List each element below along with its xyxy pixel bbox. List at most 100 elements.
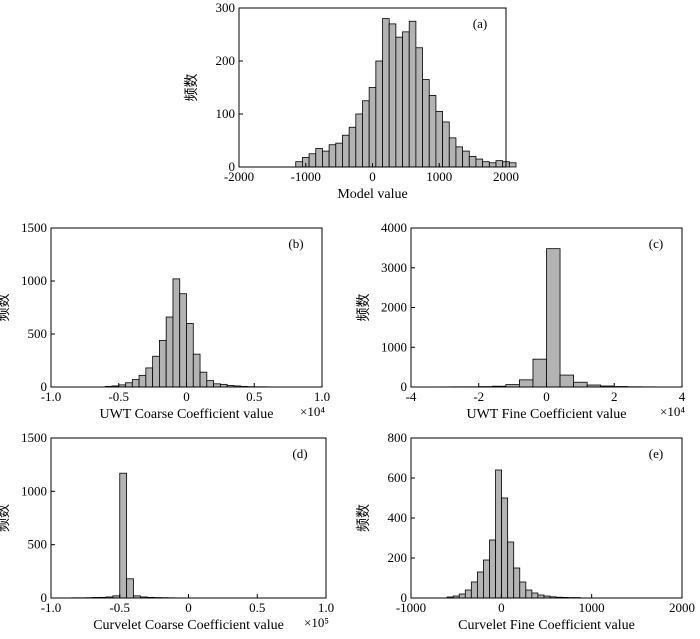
- x-tick-label: 1000: [426, 169, 452, 184]
- y-tick-label: 2000: [381, 300, 407, 315]
- x-tick-label: -2000: [224, 169, 254, 184]
- x-tick-label: 2: [611, 389, 618, 404]
- histogram-bar: [483, 559, 490, 599]
- histogram-bar: [388, 23, 397, 168]
- histogram-bar: [165, 316, 174, 388]
- y-axis-label: 频数: [184, 74, 200, 102]
- x-axis-label: UWT Coarse Coefficient value: [99, 407, 273, 422]
- y-axis-label: 频数: [0, 294, 12, 322]
- y-tick-label: 0: [41, 590, 48, 605]
- histogram-bar: [145, 367, 154, 388]
- y-tick-label: 800: [388, 430, 408, 445]
- y-tick-label: 300: [216, 0, 236, 15]
- histogram-bar: [362, 100, 370, 168]
- histogram-bar: [152, 355, 160, 388]
- y-tick-label: 1500: [21, 220, 47, 235]
- histogram-bar: [382, 18, 390, 168]
- panel-tag: (b): [288, 236, 303, 251]
- x-axis-label: Curvelet Fine Coefficient value: [458, 618, 635, 633]
- panel-tag: (d): [292, 446, 307, 461]
- histogram-bar: [192, 353, 201, 388]
- y-tick-label: 1500: [21, 430, 47, 445]
- x-tick-label: 0: [498, 600, 505, 615]
- panel-a: -2000 -1000 0 1000 2000 0 100 200 300 (a) Model va…: [184, 0, 519, 202]
- histogram-bar: [375, 60, 383, 168]
- x-tick-label: 0: [183, 389, 190, 404]
- histogram-bar: [126, 578, 134, 599]
- histogram-bar: [531, 592, 539, 599]
- y-tick-label: 500: [28, 537, 48, 552]
- x-axis-label: UWT Fine Coefficient value: [466, 407, 626, 422]
- panel-tag: (e): [649, 446, 663, 461]
- y-tick-label: 0: [41, 379, 48, 394]
- axis-multiplier: ×10⁴: [660, 404, 685, 419]
- x-tick-label: -1.0: [41, 600, 62, 615]
- histogram-bar: [495, 469, 503, 599]
- plot-frame: [410, 437, 683, 599]
- histogram-bar: [131, 379, 140, 388]
- histogram-bar: [519, 581, 527, 599]
- histogram-bar: [402, 31, 410, 168]
- y-tick-label: 200: [388, 550, 408, 565]
- histogram-bar: [442, 121, 450, 168]
- x-tick-label: -4: [406, 389, 417, 404]
- panel-d: -1.0 -0.5 0 0.5 1.0 0 500 1000 1500 (d) Curvelet C…: [0, 430, 334, 633]
- panel-tag: (a): [473, 16, 487, 31]
- histogram-bar: [179, 293, 187, 388]
- y-tick-label: 0: [401, 379, 408, 394]
- x-tick-label: -2: [473, 389, 484, 404]
- histogram-bar: [206, 380, 214, 388]
- histogram-bar: [525, 589, 533, 599]
- y-tick-label: 100: [216, 106, 236, 121]
- histogram-bar: [395, 36, 403, 168]
- histogram-bar: [489, 539, 496, 599]
- x-tick-label: 1000: [579, 600, 605, 615]
- panel-tag: (c): [649, 236, 663, 251]
- histogram-bar: [488, 162, 497, 168]
- histogram-bar: [199, 371, 208, 388]
- panel-b: -1.0 -0.5 0 0.5 1.0 0 500 1000 1500 (b) UWT Coarse…: [0, 220, 330, 422]
- x-tick-label: -0.5: [108, 389, 129, 404]
- y-tick-label: 0: [229, 159, 236, 174]
- histogram-bar: [138, 374, 147, 388]
- y-tick-label: 600: [388, 470, 408, 485]
- panel-c: -4 -2 0 2 4 0 1000 2000 3000 4000 (c) UWT Fine Coef…: [356, 220, 686, 422]
- y-axis-label: 频数: [356, 294, 372, 322]
- histogram-bar: [322, 150, 330, 168]
- x-tick-label: 1.0: [314, 389, 330, 404]
- x-tick-label: 4: [679, 389, 686, 404]
- x-tick-label: -1000: [291, 169, 321, 184]
- x-tick-label: 2000: [493, 169, 519, 184]
- x-tick-label: 1.0: [318, 600, 334, 615]
- histogram-bar: [428, 95, 437, 168]
- histogram-bar: [422, 79, 430, 168]
- histogram-bar: [315, 148, 323, 168]
- histogram-bar: [501, 497, 509, 599]
- histogram-bar: [415, 47, 423, 168]
- y-tick-label: 4000: [381, 220, 407, 235]
- histogram-bar: [435, 110, 443, 168]
- x-axis-label: Model value: [337, 187, 407, 202]
- histogram-bar: [328, 144, 337, 168]
- y-tick-label: 400: [388, 510, 408, 525]
- axis-multiplier: ×10⁴: [300, 404, 325, 419]
- histogram-bar: [468, 155, 477, 168]
- histogram-bar: [458, 593, 466, 599]
- histogram-bar: [408, 20, 417, 168]
- y-tick-label: 1000: [21, 273, 47, 288]
- x-tick-label: 0: [185, 600, 192, 615]
- x-tick-label: -1.0: [41, 389, 62, 404]
- histogram-bar: [158, 339, 167, 388]
- histogram-bar: [448, 137, 457, 168]
- y-tick-label: 500: [28, 326, 48, 341]
- histogram-bar: [559, 374, 574, 388]
- histogram-bar: [464, 589, 472, 599]
- histogram-bar: [342, 134, 350, 168]
- x-tick-label: 2000: [669, 600, 695, 615]
- x-tick-label: 0: [543, 389, 550, 404]
- histogram-bar: [295, 161, 303, 168]
- x-axis-label: Curvelet Coarse Coefficient value: [93, 618, 284, 633]
- histogram-bar: [476, 571, 484, 599]
- x-tick-label: 0: [369, 169, 376, 184]
